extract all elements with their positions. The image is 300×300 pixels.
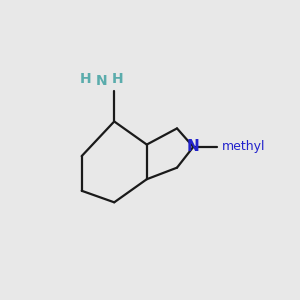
Text: H: H	[112, 72, 124, 86]
Text: methyl: methyl	[222, 140, 266, 153]
Text: H: H	[79, 72, 91, 86]
Text: N: N	[96, 74, 107, 88]
Text: N: N	[187, 140, 200, 154]
